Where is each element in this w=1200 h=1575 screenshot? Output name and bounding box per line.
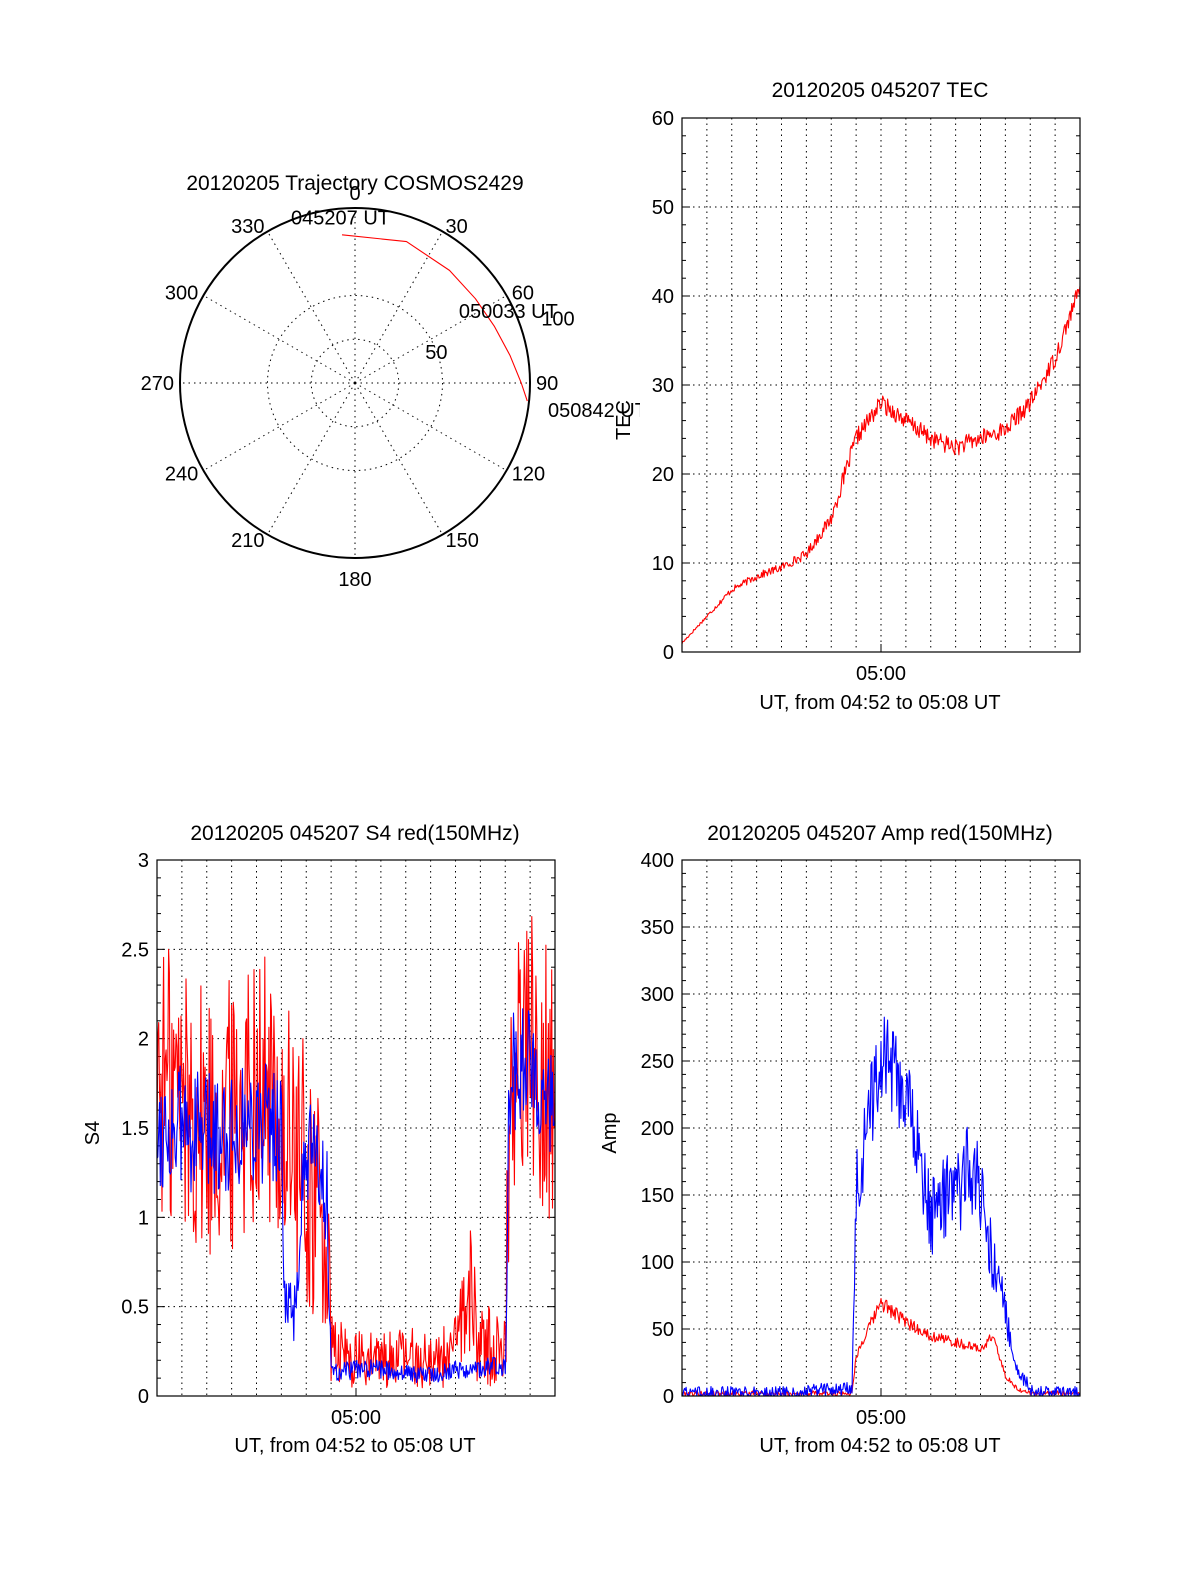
y-tick-label: 350 [641, 917, 674, 939]
y-tick-label: 50 [652, 197, 674, 219]
y-tick-label: 30 [652, 375, 674, 397]
s4-panel: 20120205 045207 S4 red(150MHz) S4 UT, fr… [82, 822, 556, 1457]
azimuth-tick-label: 90 [536, 373, 558, 395]
y-tick-label: 400 [641, 850, 674, 872]
trajectory-title: 20120205 Trajectory COSMOS2429 [186, 172, 523, 195]
y-tick-label: 20 [652, 464, 674, 486]
s4-series-1-line [156, 916, 556, 1389]
s4-y-label: S4 [82, 1121, 104, 1145]
x-tick-label: 05:00 [856, 663, 906, 685]
y-tick-label: 150 [641, 1185, 674, 1207]
azimuth-tick-label: 150 [446, 530, 479, 552]
polar-azimuth-labels: 0 30 60 90 120 150 180 210 240 270 300 330 [141, 183, 559, 591]
tec-plot-frame [681, 117, 1081, 653]
y-tick-label: 0.5 [121, 1297, 149, 1319]
tec-y-label: TEC [613, 400, 635, 440]
polar-spoke [267, 382, 356, 535]
azimuth-tick-label: 240 [165, 464, 198, 486]
s4-plot: 0 0.5 1 1.5 2 2.5 3 05:00 [121, 850, 556, 1429]
trajectory-trace [341, 234, 528, 402]
polar-spoke [354, 382, 443, 535]
tec-title: 20120205 045207 TEC [772, 79, 989, 102]
azimuth-tick-label: 60 [512, 283, 534, 305]
y-tick-label: 50 [652, 1319, 674, 1341]
trajectory-time-label: 050842 UT [548, 400, 640, 422]
amp-title: 20120205 045207 Amp red(150MHz) [707, 822, 1053, 845]
amp-series-2-line [682, 1016, 1081, 1397]
y-tick-label: 0 [663, 642, 674, 664]
azimuth-tick-label: 270 [141, 373, 174, 395]
s4-plot-frame [156, 859, 556, 1397]
y-tick-label: 10 [652, 553, 674, 575]
y-tick-label: 200 [641, 1118, 674, 1140]
trajectory-time-label: 050033 UT [459, 301, 558, 323]
amp-y-label: Amp [600, 1112, 621, 1153]
y-tick-label: 3 [138, 850, 149, 872]
x-tick-label: 05:00 [856, 1407, 906, 1429]
y-tick-label: 1.5 [121, 1118, 149, 1140]
trajectory-annotations: 045207 UT 050033 UT 050842 UT [291, 207, 640, 422]
s4-title: 20120205 045207 S4 red(150MHz) [190, 822, 519, 845]
tec-panel: 20120205 045207 TEC TEC UT, from 04:52 t… [613, 79, 1081, 714]
y-tick-label: 2 [138, 1029, 149, 1051]
azimuth-tick-label: 30 [446, 216, 468, 238]
azimuth-tick-label: 180 [338, 569, 371, 591]
y-tick-label: 100 [641, 1252, 674, 1274]
amp-plot: 0 50 100 150 200 250 300 350 400 05:00 [641, 850, 1081, 1429]
polar-spoke [267, 231, 356, 384]
radial-tick-label: 50 [425, 342, 447, 364]
radial-tick-label: 100 [541, 309, 574, 331]
tec-x-label: UT, from 04:52 to 05:08 UT [759, 692, 1000, 714]
s4-series-2-line [156, 1008, 556, 1384]
azimuth-tick-label: 330 [231, 216, 264, 238]
amp-panel: 20120205 045207 Amp red(150MHz) Amp UT, … [600, 822, 1081, 1457]
polar-spoke [354, 382, 507, 471]
y-tick-label: 60 [652, 108, 674, 130]
amp-plot-frame [681, 859, 1081, 1397]
azimuth-tick-label: 210 [231, 530, 264, 552]
s4-x-label: UT, from 04:52 to 05:08 UT [234, 1435, 475, 1457]
trajectory-panel: 20120205 Trajectory COSMOS2429 0 30 60 90 12… [141, 172, 640, 591]
y-tick-label: 1 [138, 1207, 149, 1229]
y-tick-label: 300 [641, 984, 674, 1006]
polar-radial-labels: 50 100 [425, 309, 574, 365]
y-tick-label: 250 [641, 1051, 674, 1073]
trajectory-line [341, 234, 528, 402]
x-tick-label: 05:00 [331, 1407, 381, 1429]
y-tick-label: 0 [138, 1386, 149, 1408]
y-tick-label: 2.5 [121, 939, 149, 961]
y-tick-label: 40 [652, 286, 674, 308]
trajectory-time-label: 045207 UT [291, 207, 390, 229]
amp-x-label: UT, from 04:52 to 05:08 UT [759, 1435, 1000, 1457]
azimuth-tick-label: 300 [165, 283, 198, 305]
y-tick-label: 0 [663, 1386, 674, 1408]
amp-series-1-line [681, 1298, 1081, 1397]
azimuth-tick-label: 0 [349, 183, 360, 205]
polar-grid [179, 207, 531, 559]
polar-ring [310, 338, 400, 428]
polar-outer-circle [179, 207, 531, 559]
tec-series-1-line [681, 285, 1081, 644]
azimuth-tick-label: 120 [512, 464, 545, 486]
tec-plot: 0 10 20 30 40 50 60 05:00 [652, 108, 1081, 685]
polar-spoke [203, 382, 356, 471]
polar-ring [267, 295, 443, 471]
